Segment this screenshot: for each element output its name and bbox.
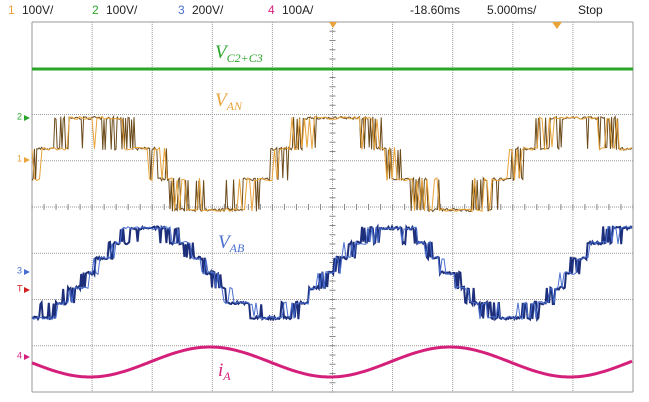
trace-subscript: AN <box>226 99 243 113</box>
channel-scale: 100A/ <box>282 3 314 17</box>
channel-marker: 1 <box>17 153 22 163</box>
channel-number: 4 <box>268 3 275 17</box>
channel-marker: 2 <box>17 111 22 121</box>
channel-marker: 3 <box>17 265 22 275</box>
run-status: Stop <box>578 3 603 17</box>
header: 1 100V/ 2 100V/ 3 200V/ 4 100A/ -18.60ms… <box>8 3 603 17</box>
trace-subscript: AB <box>229 241 245 255</box>
scope-screen: 1 100V/ 2 100V/ 3 200V/ 4 100A/ -18.60ms… <box>0 0 649 402</box>
trace-subscript: C2+C3 <box>227 51 263 65</box>
channel-marker: T <box>17 283 23 293</box>
channel-number: 2 <box>92 3 99 17</box>
channel-number: 3 <box>178 3 185 17</box>
channel-marker: 4 <box>17 350 22 360</box>
time-scale: 5.000ms/ <box>487 3 537 17</box>
background <box>0 0 649 402</box>
trace-subscript: A <box>222 369 231 383</box>
channel-scale: 100V/ <box>22 3 54 17</box>
time-offset: -18.60ms <box>410 3 460 17</box>
channel-scale: 200V/ <box>192 3 224 17</box>
channel-number: 1 <box>8 3 15 17</box>
channel-scale: 100V/ <box>106 3 138 17</box>
